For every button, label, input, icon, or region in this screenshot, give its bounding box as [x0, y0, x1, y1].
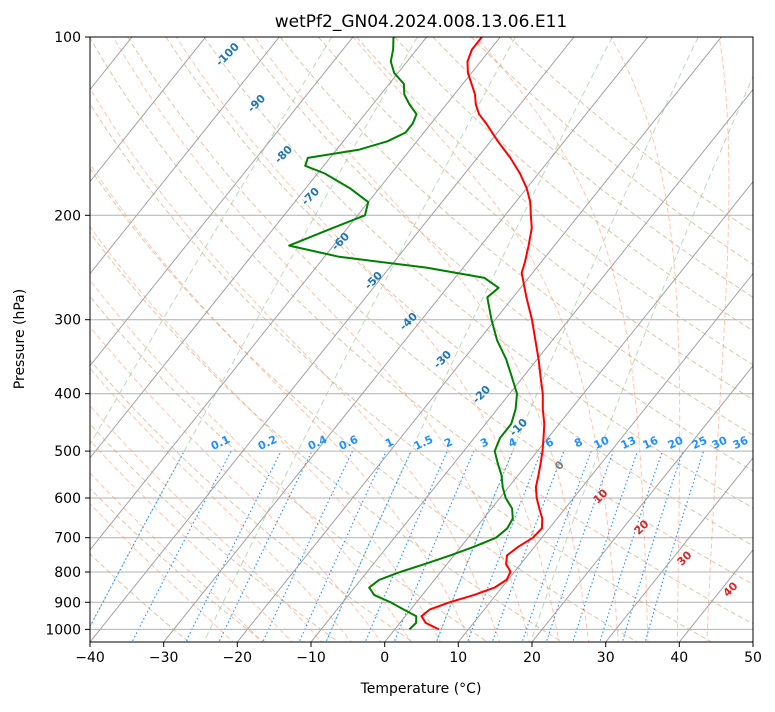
mixing-ratio-line [572, 451, 638, 644]
y-tick-label: 800 [54, 565, 81, 581]
dewpoint-profile [289, 37, 517, 629]
isotherm-line [90, 37, 574, 642]
x-tick-label: −30 [149, 650, 179, 666]
dry-adiabat [0, 37, 192, 644]
mixing-ratio-line [546, 451, 614, 644]
y-tick-label: 900 [54, 595, 81, 611]
mixing-ratio-label: 20 [666, 434, 686, 452]
moist-adiabat [0, 37, 353, 644]
isotherm-line [385, 37, 775, 642]
isotherm-label: 0 [552, 458, 567, 473]
isotherm-label: -50 [362, 269, 385, 292]
mixing-ratio-label: 36 [731, 434, 751, 452]
mixing-ratio-line [521, 451, 591, 644]
chart-title: wetPf2_GN04.2024.008.13.06.E11 [275, 12, 567, 32]
dry-adiabat [395, 37, 775, 644]
x-tick-label: 30 [597, 650, 615, 666]
mixing-ratio-label: 0.4 [306, 433, 329, 453]
saturation-line [0, 37, 332, 644]
dry-adiabat [0, 37, 491, 644]
moist-adiabat [707, 37, 729, 644]
x-tick-label: 40 [670, 650, 688, 666]
isotherm-line [16, 37, 500, 642]
isotherm-label: 30 [675, 548, 695, 568]
mixing-ratio-label: 16 [641, 434, 661, 452]
saturation-line [81, 37, 418, 644]
moist-adiabat [255, 37, 589, 644]
mixing-ratio-label: 30 [710, 434, 730, 452]
y-tick-label: 1000 [45, 622, 81, 638]
moist-adiabat [0, 37, 383, 644]
x-axis-label: Temperature (°C) [360, 681, 482, 697]
mixing-ratio-line [467, 451, 542, 644]
isotherm-label: 40 [721, 579, 741, 599]
mixing-ratio-label: 3 [478, 435, 490, 450]
moist-adiabat [0, 37, 235, 644]
isotherm-label: -90 [245, 92, 268, 115]
y-tick-label: 500 [54, 444, 81, 460]
dry-adiabat [509, 37, 775, 644]
isotherm-label: -100 [213, 40, 242, 69]
isotherm-line [458, 37, 775, 642]
y-axis-label: Pressure (hPa) [12, 289, 28, 389]
mixing-ratio-line [262, 451, 353, 644]
mixing-ratio-label: 6 [543, 435, 556, 450]
isotherm-line [0, 37, 353, 642]
dry-adiabat [471, 37, 775, 644]
moist-adiabat [0, 37, 294, 644]
x-tick-label: 10 [449, 650, 467, 666]
dry-adiabat [318, 37, 775, 644]
isotherm-label: 20 [632, 517, 652, 537]
y-tick-label: 600 [54, 491, 81, 507]
x-tick-label: 50 [744, 650, 762, 666]
y-tick-label: 200 [54, 208, 81, 224]
isotherm-label: 10 [591, 486, 611, 506]
x-tick-label: −20 [223, 650, 253, 666]
isotherm-label: -80 [272, 143, 295, 166]
isotherm-line [237, 37, 721, 642]
dry-adiabat [0, 37, 566, 644]
isotherm-label: -20 [470, 383, 493, 406]
y-tick-label: 300 [54, 313, 81, 329]
isotherm-line [0, 37, 58, 642]
moist-adiabat [113, 37, 530, 644]
isotherm-line [0, 37, 427, 642]
x-tick-label: 20 [523, 650, 541, 666]
mixing-ratio-label: 25 [690, 434, 709, 452]
isotherm-line [606, 37, 775, 642]
mixing-ratio-line [599, 451, 662, 644]
mixing-ratio-label: 13 [619, 434, 638, 452]
isotherm-line [0, 37, 206, 642]
y-tick-label: 400 [54, 387, 81, 403]
x-tick-label: −10 [296, 650, 326, 666]
moist-adiabat [18, 37, 471, 644]
isotherm-line [164, 37, 648, 642]
isotherm-label: -70 [299, 185, 322, 208]
mixing-ratio-line [298, 451, 386, 644]
saturation-line [436, 37, 699, 644]
y-tick-label: 700 [54, 531, 81, 547]
mixing-ratio-label: 1 [383, 435, 395, 450]
isotherm-line [0, 37, 279, 642]
isotherm-line [679, 37, 775, 642]
isotherm-line [311, 37, 775, 642]
isotherm-line [753, 37, 775, 642]
x-tick-label: −40 [75, 650, 105, 666]
mixing-ratio-label: 2 [442, 435, 454, 450]
mixing-ratio-label: 0.1 [209, 433, 232, 453]
isotherm-line [532, 37, 775, 642]
mixing-ratio-label: 8 [572, 435, 584, 450]
mixing-ratio-label: 1.5 [412, 433, 435, 453]
isotherm-label: -40 [397, 310, 420, 333]
mixing-ratio-label: 0.6 [337, 433, 360, 453]
moist-adiabat [0, 37, 442, 644]
x-tick-label: 0 [380, 650, 389, 666]
y-tick-label: 100 [54, 30, 81, 46]
mixing-ratio-line [645, 451, 704, 644]
